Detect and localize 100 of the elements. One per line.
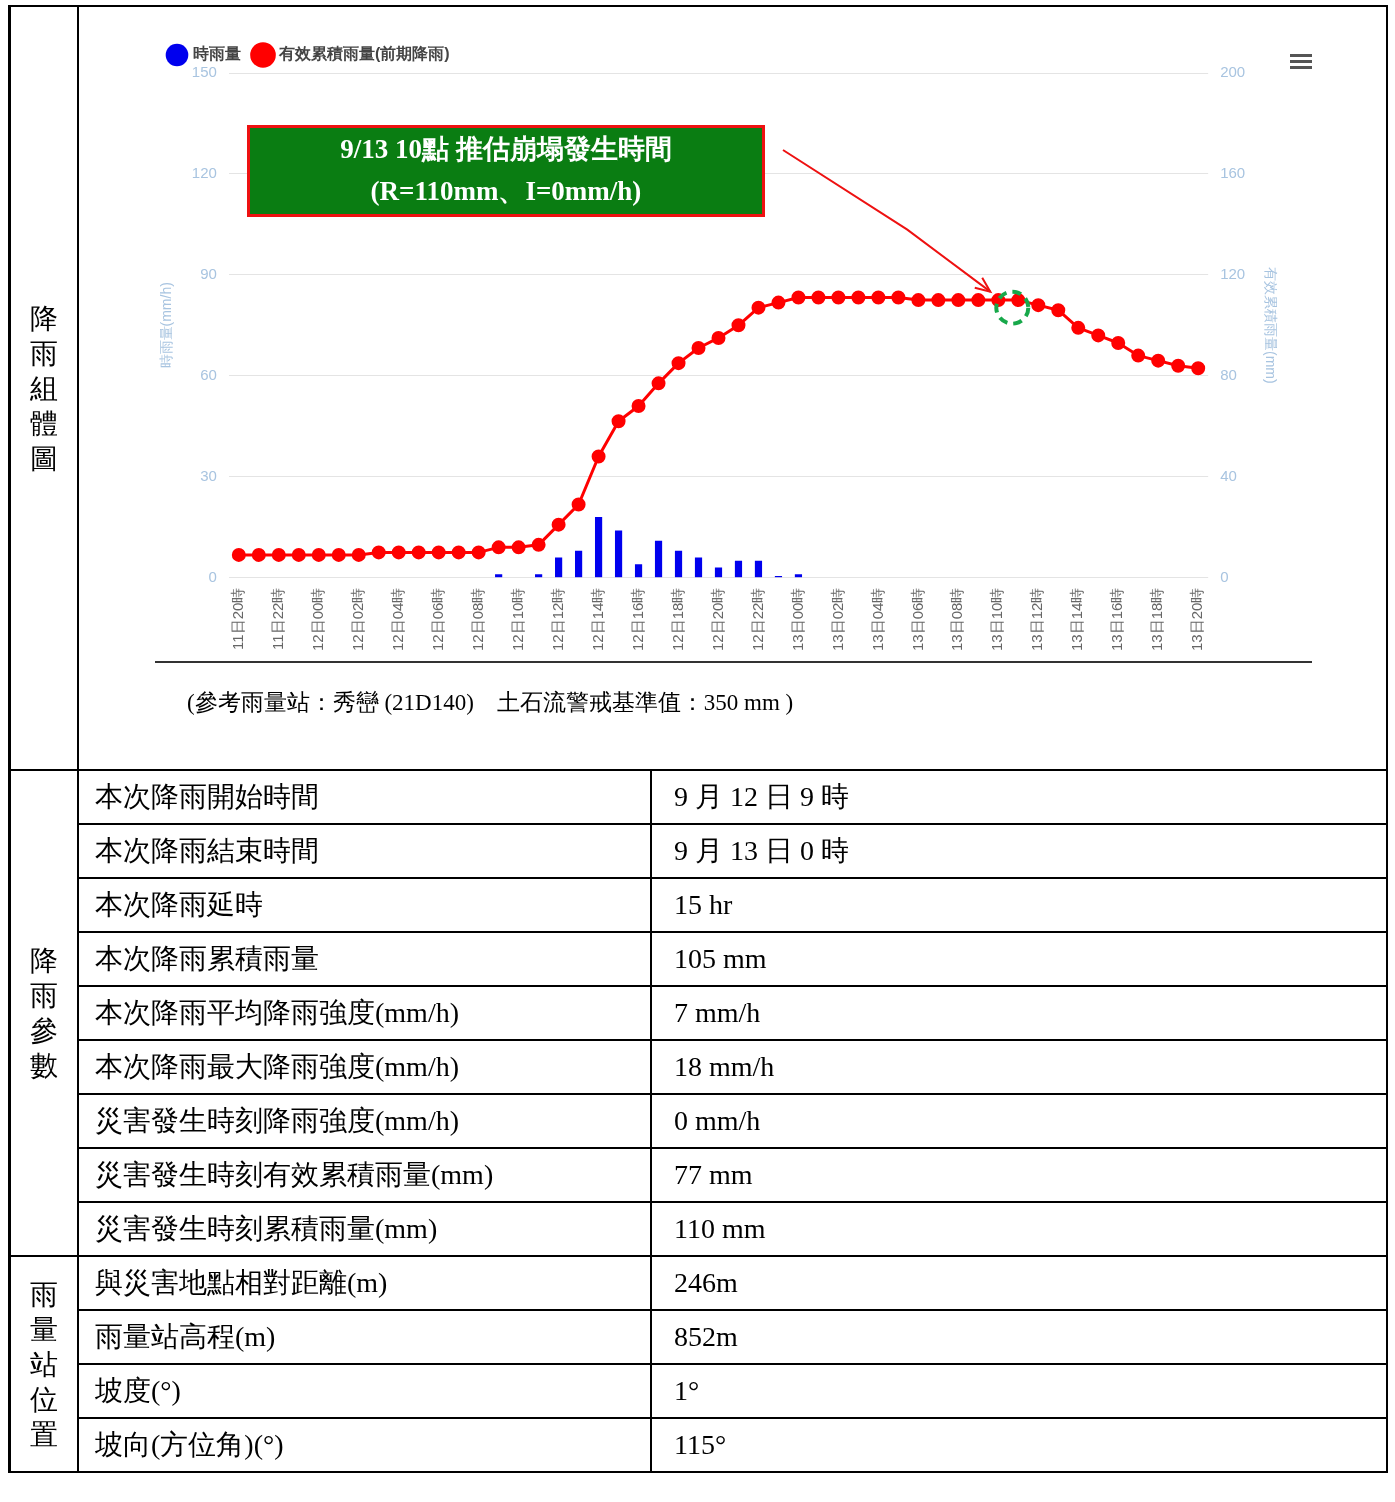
point <box>1131 348 1146 363</box>
x-tick-label: 13日14時 <box>1068 587 1086 652</box>
point <box>271 547 286 562</box>
text: 災害發生時刻降雨強度(mm/h) <box>78 1094 651 1148</box>
text: 1° <box>651 1364 1387 1418</box>
point <box>291 547 306 562</box>
x-tick-label: 12日00時 <box>308 587 326 652</box>
bar <box>535 574 543 578</box>
text: 本次降雨結束時間 <box>78 824 651 878</box>
bar <box>575 550 583 578</box>
point <box>931 293 946 308</box>
x-tick-label: 13日08時 <box>948 587 966 652</box>
x-tick-label: 11日20時 <box>228 587 246 650</box>
legend-label: 有效累積雨量(前期降雨) <box>278 45 450 63</box>
x-tick-label: 13日00時 <box>788 587 806 652</box>
x-tick-label: 12日16時 <box>628 587 646 652</box>
x-tick-label: 12日22時 <box>748 587 766 652</box>
text: 雨量站高程(m) <box>78 1310 651 1364</box>
bar <box>555 557 563 578</box>
point <box>951 293 966 308</box>
point <box>811 290 826 305</box>
point <box>1191 361 1206 376</box>
bar <box>634 564 643 578</box>
point <box>351 547 366 562</box>
x-tick-label: 12日04時 <box>388 587 406 652</box>
point <box>371 545 386 560</box>
point <box>331 547 346 562</box>
text: 雨量站位置 <box>29 1277 59 1452</box>
bar <box>614 530 623 578</box>
point <box>391 545 406 560</box>
x-tick-label: 12日06時 <box>428 587 446 652</box>
annotation: 9/13 10點 推估崩塌發生時間 (R=110mm、I=0mm/h) <box>339 133 673 208</box>
point <box>1031 298 1046 313</box>
y2-tick-label: 80 <box>1220 365 1237 383</box>
point <box>771 295 786 310</box>
y2-axis-title: 有效累積雨量(mm) <box>1262 266 1279 384</box>
point <box>611 414 626 429</box>
bar <box>794 574 803 578</box>
text: 77 mm <box>651 1148 1387 1202</box>
text: 降雨組體圖 <box>29 301 59 476</box>
y2-tick-label: 0 <box>1220 567 1229 585</box>
bar <box>754 560 763 578</box>
text: 105 mm <box>651 932 1387 986</box>
point <box>1051 303 1066 318</box>
x-tick-label: 13日06時 <box>908 587 926 652</box>
x-tick-label: 12日18時 <box>668 587 686 652</box>
x-tick-label: 12日02時 <box>348 587 366 652</box>
text: 本次降雨平均降雨強度(mm/h) <box>78 986 651 1040</box>
y2-tick-label: 200 <box>1220 63 1246 81</box>
bar <box>654 540 663 578</box>
text: 852m <box>651 1310 1387 1364</box>
point <box>451 545 466 560</box>
text: 本次降雨累積雨量 <box>78 932 651 986</box>
callout-box: 9/13 10點 推估崩塌發生時間 (R=110mm、I=0mm/h) <box>247 125 765 217</box>
point <box>431 545 446 560</box>
point <box>511 540 526 555</box>
point <box>871 290 886 305</box>
point <box>491 540 506 555</box>
point <box>691 341 706 356</box>
point <box>831 290 846 305</box>
point <box>551 517 566 532</box>
legend-label: 時雨量 <box>193 45 241 63</box>
point <box>631 399 646 414</box>
y-tick-label: 60 <box>200 365 217 383</box>
point <box>1151 353 1166 368</box>
text: 坡向(方位角)(°) <box>78 1418 651 1472</box>
text: 本次降雨開始時間 <box>78 770 651 824</box>
point <box>1111 335 1126 350</box>
y-tick-label: 150 <box>191 63 217 81</box>
y-tick-label: 120 <box>191 164 217 182</box>
text: 降雨參數 <box>29 944 59 1083</box>
x-tick-label: 12日08時 <box>468 587 486 652</box>
text: 與災害地點相對距離(m) <box>78 1256 651 1310</box>
x-tick-label: 13日20時 <box>1188 587 1206 652</box>
point <box>651 376 666 391</box>
point <box>911 293 926 308</box>
text: 115° <box>651 1418 1387 1472</box>
bar <box>694 557 703 578</box>
x-tick-label: 13日10時 <box>988 587 1006 652</box>
point <box>231 547 246 562</box>
text: 110 mm <box>651 1202 1387 1256</box>
bar <box>495 574 503 578</box>
y2-tick-label: 160 <box>1220 164 1246 182</box>
point <box>591 449 606 464</box>
text: 15 hr <box>651 878 1387 932</box>
x-tick-label: 12日10時 <box>508 587 526 652</box>
x-tick-label: 13日04時 <box>868 587 886 652</box>
point <box>1171 358 1186 373</box>
point <box>751 300 766 315</box>
point <box>571 497 586 512</box>
bar <box>594 517 603 578</box>
x-tick-label: 13日18時 <box>1148 587 1166 652</box>
text: 9 月 12 日 9 時 <box>651 770 1387 824</box>
x-tick-label: 13日16時 <box>1108 587 1126 652</box>
text: 246m <box>651 1256 1387 1310</box>
point <box>791 290 806 305</box>
point <box>1071 320 1086 335</box>
y-tick-label: 90 <box>200 264 217 282</box>
text: 坡度(°) <box>78 1364 651 1418</box>
x-tick-label: 12日12時 <box>548 587 566 652</box>
